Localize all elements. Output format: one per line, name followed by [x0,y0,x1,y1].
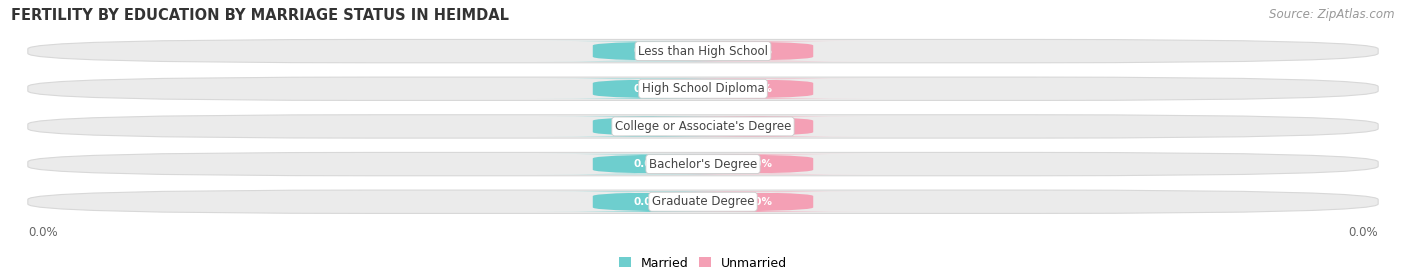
FancyBboxPatch shape [537,192,758,212]
FancyBboxPatch shape [28,190,1378,213]
Text: Graduate Degree: Graduate Degree [652,195,754,208]
Text: Less than High School: Less than High School [638,45,768,58]
Text: 0.0%: 0.0% [744,159,773,169]
Text: 0.0%: 0.0% [633,121,662,132]
FancyBboxPatch shape [648,192,869,212]
Text: 0.0%: 0.0% [633,197,662,207]
FancyBboxPatch shape [28,115,1378,138]
FancyBboxPatch shape [537,154,758,174]
FancyBboxPatch shape [537,116,758,137]
Text: 0.0%: 0.0% [744,121,773,132]
FancyBboxPatch shape [28,77,1378,100]
Text: 0.0%: 0.0% [744,84,773,94]
FancyBboxPatch shape [28,40,1378,63]
Text: 0.0%: 0.0% [1348,226,1378,239]
Text: FERTILITY BY EDUCATION BY MARRIAGE STATUS IN HEIMDAL: FERTILITY BY EDUCATION BY MARRIAGE STATU… [11,8,509,23]
FancyBboxPatch shape [648,154,869,174]
Text: Bachelor's Degree: Bachelor's Degree [650,158,756,171]
Text: College or Associate's Degree: College or Associate's Degree [614,120,792,133]
FancyBboxPatch shape [648,116,869,137]
Text: 0.0%: 0.0% [744,197,773,207]
Text: 0.0%: 0.0% [633,46,662,56]
FancyBboxPatch shape [28,153,1378,176]
FancyBboxPatch shape [648,41,869,61]
Legend: Married, Unmarried: Married, Unmarried [613,252,793,269]
FancyBboxPatch shape [537,41,758,61]
FancyBboxPatch shape [648,79,869,99]
Text: 0.0%: 0.0% [633,159,662,169]
Text: High School Diploma: High School Diploma [641,82,765,95]
Text: 0.0%: 0.0% [633,84,662,94]
Text: Source: ZipAtlas.com: Source: ZipAtlas.com [1270,8,1395,21]
Text: 0.0%: 0.0% [744,46,773,56]
FancyBboxPatch shape [537,79,758,99]
Text: 0.0%: 0.0% [28,226,58,239]
